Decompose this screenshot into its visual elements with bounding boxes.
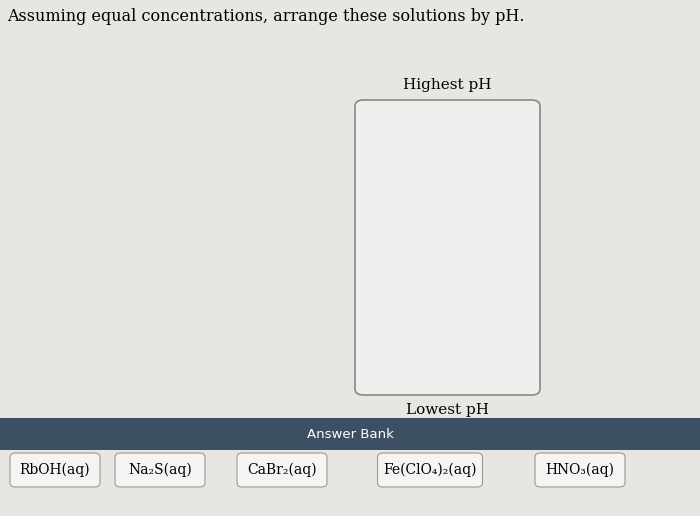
Text: Lowest pH: Lowest pH xyxy=(406,403,489,417)
FancyBboxPatch shape xyxy=(237,453,327,487)
FancyBboxPatch shape xyxy=(0,418,700,450)
Text: HNO₃(aq): HNO₃(aq) xyxy=(545,463,615,477)
FancyBboxPatch shape xyxy=(377,453,482,487)
FancyBboxPatch shape xyxy=(115,453,205,487)
Text: Assuming equal concentrations, arrange these solutions by pH.: Assuming equal concentrations, arrange t… xyxy=(7,8,524,25)
Text: Fe(ClO₄)₂(aq): Fe(ClO₄)₂(aq) xyxy=(384,463,477,477)
Text: Answer Bank: Answer Bank xyxy=(307,427,393,441)
Text: Highest pH: Highest pH xyxy=(403,78,491,92)
FancyBboxPatch shape xyxy=(10,453,100,487)
FancyBboxPatch shape xyxy=(535,453,625,487)
Text: RbOH(aq): RbOH(aq) xyxy=(20,463,90,477)
FancyBboxPatch shape xyxy=(355,100,540,395)
Text: Na₂S(aq): Na₂S(aq) xyxy=(128,463,192,477)
Text: CaBr₂(aq): CaBr₂(aq) xyxy=(247,463,317,477)
